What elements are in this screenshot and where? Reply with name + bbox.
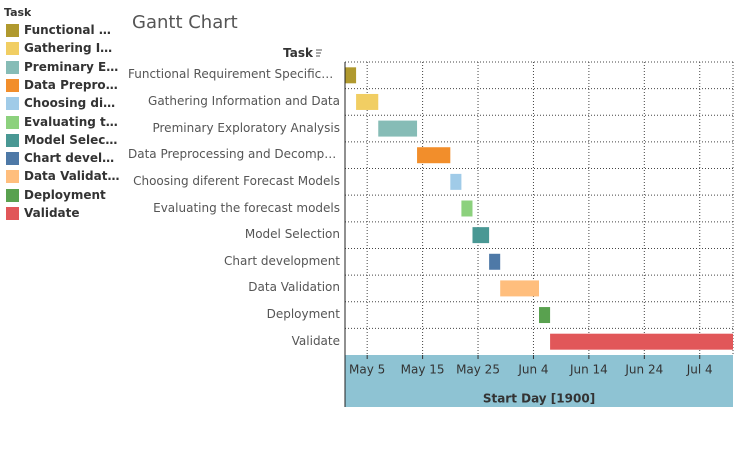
legend-swatch: [6, 42, 19, 56]
legend-swatch: [6, 152, 19, 166]
sort-icon: [316, 49, 322, 57]
y-tick-label: Evaluating the forecast models: [153, 200, 340, 215]
gantt-bar: [345, 67, 357, 84]
legend-label: Deployment: [24, 187, 106, 202]
gantt-bar: [539, 307, 551, 324]
y-tick-label: Deployment: [266, 307, 340, 322]
legend-label: Functional Requirement Specification: [24, 23, 120, 37]
legend-label: Preminary Exploratory Analysis: [24, 59, 120, 74]
x-tick-label: May 15: [401, 363, 445, 377]
gantt-bar: [461, 200, 473, 217]
x-axis-title: Start Day [1900]: [483, 392, 595, 406]
gantt-bar: [472, 227, 490, 244]
y-tick-label: Gathering Information and Data: [148, 93, 340, 108]
gantt-bar: [378, 120, 418, 137]
x-tick-label: May 5: [349, 363, 385, 377]
legend-swatch: [6, 78, 19, 92]
y-tick-label: Data Validation: [248, 280, 340, 295]
gantt-bar: [500, 280, 539, 297]
y-tick-label: Preminary Exploratory Analysis: [152, 120, 340, 135]
x-axis-band: [345, 355, 733, 407]
x-tick-label: May 25: [456, 363, 500, 377]
y-tick-label: Chart development: [224, 253, 340, 268]
legend-swatch: [6, 24, 19, 37]
x-tick-label: Jun 24: [624, 363, 663, 377]
legend-label: Model Selection: [24, 132, 120, 147]
legend-label: Chart development: [24, 151, 120, 166]
gantt-bar: [550, 333, 733, 350]
legend-label: Choosing diferent Forecast Models: [24, 96, 120, 111]
legend-swatch: [6, 97, 19, 111]
x-tick-label: Jun 4: [517, 363, 548, 377]
y-tick-label: Choosing diferent Forecast Models: [133, 173, 340, 188]
y-tick-label: Functional Requirement Specification: [128, 67, 340, 82]
legend-label: Evaluating the forecast models: [24, 114, 120, 129]
legend-swatch: [6, 60, 19, 74]
legend-swatch: [6, 133, 19, 147]
x-tick-label: Jul 4: [686, 363, 713, 377]
y-tick-label: Data Preprocessing and Decomposition: [128, 147, 340, 162]
gantt-bar: [356, 93, 379, 110]
gantt-bar: [489, 253, 501, 270]
x-tick-label: Jun 14: [569, 363, 608, 377]
gantt-bar: [417, 147, 451, 164]
legend-label: Validate: [24, 206, 80, 220]
y-tick-label: Validate: [291, 333, 340, 348]
legend-swatch: [6, 188, 19, 202]
legend-swatch: [6, 207, 19, 220]
gantt-bar: [450, 173, 462, 190]
legend-label: Data Preprocessing and Decomposition: [24, 77, 120, 92]
y-tick-label: Model Selection: [244, 227, 340, 242]
legend-swatch: [6, 170, 19, 184]
legend-label: Data Validation: [24, 169, 120, 184]
legend-swatch: [6, 115, 19, 129]
legend-label: Gathering Information and Data: [24, 41, 120, 56]
